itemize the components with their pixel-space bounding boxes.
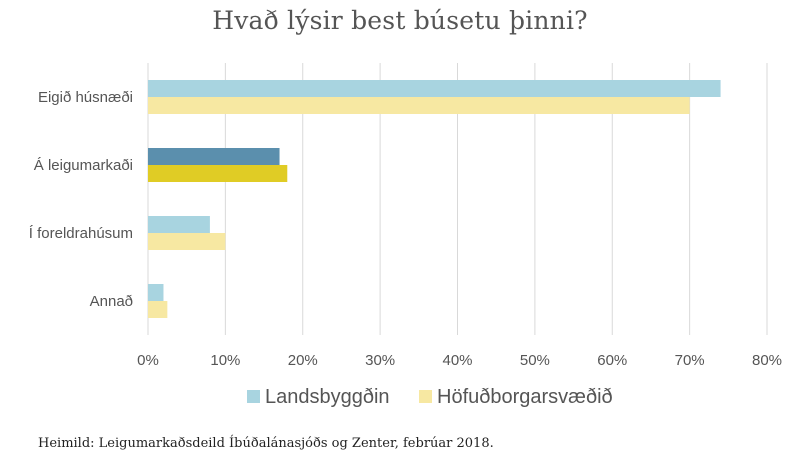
- chart-title: Hvað lýsir best búsetu þinni?: [212, 6, 588, 35]
- bar-hofudborgarsvaedid: [148, 97, 690, 114]
- category-label: Í foreldrahúsum: [29, 225, 133, 242]
- legend-label: Landsbyggðin: [265, 386, 390, 408]
- category-label: Annað: [90, 293, 133, 310]
- bar-landsbyggdin: [148, 80, 721, 97]
- bar-hofudborgarsvaedid: [148, 165, 288, 182]
- category-label: Eigið húsnæði: [38, 89, 133, 106]
- x-tick-label: 80%: [752, 352, 782, 369]
- legend-swatch: [247, 390, 260, 403]
- bar-hofudborgarsvaedid: [148, 233, 226, 250]
- category-labels: Eigið húsnæði Á leigumarkaði Í foreldrahús…: [29, 89, 133, 310]
- x-tick-label: 30%: [365, 352, 395, 369]
- x-tick-label: 60%: [597, 352, 627, 369]
- x-tick-label: 40%: [442, 352, 472, 369]
- bars: [148, 80, 721, 318]
- bar-landsbyggdin: [148, 148, 280, 165]
- bar-hofudborgarsvaedid: [148, 301, 168, 318]
- legend-label: Höfuðborgarsvæðið: [437, 386, 613, 408]
- x-tick-label: 0%: [137, 352, 159, 369]
- x-tick-label: 20%: [288, 352, 318, 369]
- bar-landsbyggdin: [148, 216, 210, 233]
- x-tick-labels: 0% 10% 20% 30% 40% 50% 60% 70% 80%: [137, 352, 782, 369]
- x-tick-label: 10%: [210, 352, 240, 369]
- x-tick-label: 70%: [675, 352, 705, 369]
- bar-landsbyggdin: [148, 284, 164, 301]
- source-note: Heimild: Leigumarkaðsdeild Íbúðalánasjóð…: [38, 436, 494, 451]
- x-tick-label: 50%: [520, 352, 550, 369]
- category-label: Á leigumarkaði: [34, 157, 133, 174]
- legend-swatch: [419, 390, 432, 403]
- legend: Landsbyggðin Höfuðborgarsvæðið: [247, 386, 613, 408]
